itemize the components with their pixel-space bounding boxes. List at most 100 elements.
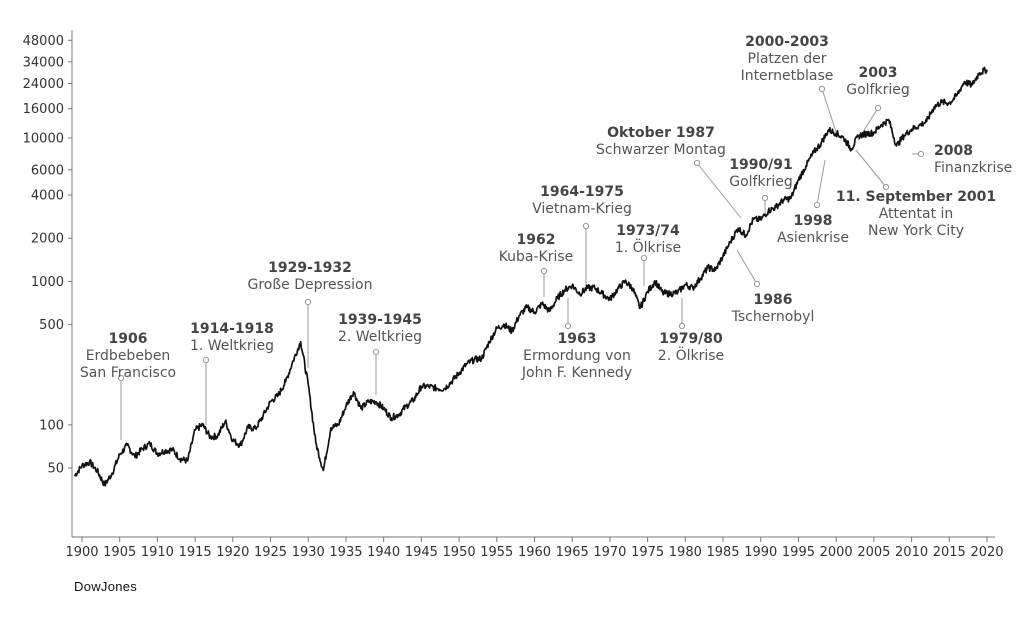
x-tick-label: 1985 bbox=[706, 545, 739, 560]
annotation-leader-dot bbox=[818, 85, 826, 93]
annotation-text: Ermordung von bbox=[523, 348, 631, 364]
annotation-text: San Francisco bbox=[80, 365, 176, 381]
y-tick-label: 6000 bbox=[31, 163, 64, 178]
annotation-text: Attentat in bbox=[879, 206, 954, 222]
dow-jones-series-line bbox=[73, 66, 988, 487]
annotation-leader-dot bbox=[117, 374, 125, 382]
annotation-leader-dot bbox=[753, 280, 761, 288]
x-tick-label: 2020 bbox=[970, 545, 1003, 560]
annotation-title: Oktober 1987 bbox=[607, 125, 715, 141]
annotation-text: 1. Weltkrieg bbox=[190, 338, 274, 354]
y-tick-label: 1000 bbox=[31, 275, 64, 290]
annotation-leader-line bbox=[736, 249, 758, 285]
y-tick-label: 48000 bbox=[23, 34, 64, 49]
annotation-leader-line bbox=[696, 162, 742, 219]
y-tick-label: 100 bbox=[39, 418, 64, 433]
annotation-leader-dot bbox=[640, 254, 648, 262]
y-tick-label: 500 bbox=[39, 318, 64, 333]
annotation-text: Asienkrise bbox=[777, 230, 849, 246]
x-tick-label: 1950 bbox=[443, 545, 476, 560]
annotation-title: 1998 bbox=[794, 213, 833, 229]
x-tick-label: 1910 bbox=[141, 545, 174, 560]
annotation-leader-line bbox=[816, 159, 826, 206]
dow-jones-chart: 50 100 500 1000 2000 4000 6000 10000 16000 24000 3… bbox=[23, 30, 1012, 560]
x-tick-label: 2000 bbox=[820, 545, 853, 560]
annotation-text: Erdbebeben bbox=[86, 348, 171, 364]
annotation-text: Golfkrieg bbox=[729, 174, 793, 190]
x-tick-label: 1975 bbox=[631, 545, 664, 560]
annotation-title: 1963 bbox=[558, 331, 597, 347]
x-tick-label: 1935 bbox=[329, 545, 362, 560]
x-tick-label: 1965 bbox=[556, 545, 589, 560]
x-tick-label: 1925 bbox=[254, 545, 287, 560]
x-tick-label: 1955 bbox=[480, 545, 513, 560]
annotation-text: 1. Ölkrise bbox=[615, 238, 681, 256]
y-tick-label: 50 bbox=[47, 462, 64, 477]
x-tick-label: 2015 bbox=[933, 545, 966, 560]
y-axis-ticks: 50 100 500 1000 2000 4000 6000 10000 16000 24000 3… bbox=[23, 34, 72, 477]
x-tick-label: 1960 bbox=[518, 545, 551, 560]
x-tick-label: 1900 bbox=[65, 545, 98, 560]
x-tick-label: 1920 bbox=[216, 545, 249, 560]
y-tick-label: 16000 bbox=[23, 102, 64, 117]
annotation-leader-line bbox=[855, 149, 887, 188]
y-tick-label: 2000 bbox=[31, 232, 64, 247]
annotation-title: 1964-1975 bbox=[540, 184, 624, 200]
annotation-leader-dot bbox=[582, 222, 590, 230]
annotation-text: Finanzkrise bbox=[934, 160, 1012, 176]
x-axis-ticks: 1900 1905 1910 1915 1920 1925 1930 1935 1940 1945… bbox=[65, 537, 1004, 560]
annotation-title: 2008 bbox=[934, 143, 973, 159]
annotation-text: Große Depression bbox=[247, 277, 372, 293]
annotation-leader-dot bbox=[304, 298, 312, 306]
annotation-leader-dot bbox=[882, 183, 890, 191]
annotation-text: Kuba-Krise bbox=[499, 249, 574, 265]
x-tick-label: 1905 bbox=[103, 545, 136, 560]
y-tick-label: 24000 bbox=[23, 77, 64, 92]
annotation-title: 1979/80 bbox=[659, 331, 723, 347]
annotation-text: Schwarzer Montag bbox=[596, 142, 726, 158]
annotation-title: 2000-2003 bbox=[745, 34, 829, 50]
annotation-leader-dot bbox=[761, 194, 769, 202]
annotation-title: 2003 bbox=[859, 65, 898, 81]
annotation-title: 1990/91 bbox=[729, 157, 793, 173]
annotation-leader-dot bbox=[564, 322, 572, 330]
annotation-leader-dot bbox=[372, 348, 380, 356]
annotation-leader-dot bbox=[678, 322, 686, 330]
annotation-title: 1914-1918 bbox=[190, 321, 274, 337]
annotation-text: John F. Kennedy bbox=[521, 365, 632, 381]
x-tick-label: 1940 bbox=[367, 545, 400, 560]
annotation-text: 2. Weltkrieg bbox=[338, 329, 422, 345]
annotation-leader-dot bbox=[540, 267, 548, 275]
annotation-title: 1939-1945 bbox=[338, 312, 422, 328]
annotation-title: 1906 bbox=[109, 331, 148, 347]
x-tick-label: 2005 bbox=[857, 545, 890, 560]
y-tick-label: 4000 bbox=[31, 189, 64, 204]
annotation-title: 11. September 2001 bbox=[836, 189, 996, 205]
annotation-title: 1973/74 bbox=[616, 223, 680, 239]
y-tick-label: 10000 bbox=[23, 132, 64, 147]
annotation-leader-dot bbox=[917, 150, 925, 158]
x-tick-label: 1915 bbox=[179, 545, 212, 560]
annotation-leader-dot bbox=[813, 201, 821, 209]
x-tick-label: 1990 bbox=[744, 545, 777, 560]
annotation-leader-dot bbox=[202, 356, 210, 364]
annotation-text: 2. Ölkrise bbox=[658, 346, 724, 364]
annotation-title: 1986 bbox=[754, 292, 793, 308]
chart-caption: DowJones bbox=[74, 579, 138, 594]
annotation-text: Platzen der bbox=[748, 51, 827, 67]
x-tick-label: 2010 bbox=[895, 545, 928, 560]
x-tick-label: 1945 bbox=[405, 545, 438, 560]
x-tick-label: 1995 bbox=[782, 545, 815, 560]
annotation-title: 1929-1932 bbox=[268, 260, 352, 276]
annotation-leader-line bbox=[821, 88, 837, 133]
annotation-text: Internetblase bbox=[741, 68, 834, 84]
annotation-text: Tschernobyl bbox=[731, 309, 815, 325]
annotation-leader-dot bbox=[874, 104, 882, 112]
annotation-text: New York City bbox=[868, 223, 964, 239]
annotation-text: Vietnam-Krieg bbox=[532, 201, 632, 217]
annotation-text: Golfkrieg bbox=[846, 82, 910, 98]
annotation-title: 1962 bbox=[517, 232, 556, 248]
x-tick-label: 1980 bbox=[669, 545, 702, 560]
x-tick-label: 1970 bbox=[593, 545, 626, 560]
